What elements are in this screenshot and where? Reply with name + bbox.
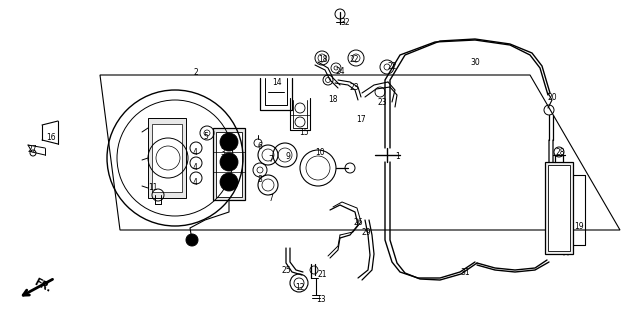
- Text: 28: 28: [555, 148, 565, 157]
- Text: 9: 9: [285, 152, 290, 161]
- Bar: [216, 132, 242, 197]
- Text: 17: 17: [356, 115, 366, 124]
- Text: 1: 1: [395, 152, 400, 161]
- Text: 4: 4: [193, 178, 198, 187]
- Text: 13: 13: [316, 295, 325, 304]
- Text: 23: 23: [349, 83, 359, 92]
- Bar: [148, 118, 186, 198]
- Text: 4: 4: [193, 148, 198, 157]
- Text: 24: 24: [335, 67, 344, 76]
- Text: 19: 19: [574, 222, 584, 231]
- Text: 2: 2: [193, 68, 197, 77]
- Text: 18: 18: [318, 55, 327, 64]
- Text: 8: 8: [258, 175, 263, 184]
- Text: 3: 3: [220, 148, 225, 157]
- Text: 26: 26: [354, 218, 363, 227]
- Text: 21: 21: [317, 270, 327, 279]
- Text: 16: 16: [46, 133, 56, 142]
- Text: 15: 15: [299, 128, 309, 137]
- Bar: [548, 165, 570, 251]
- Text: 10: 10: [315, 148, 325, 157]
- Polygon shape: [100, 75, 620, 230]
- Bar: [152, 124, 182, 192]
- Text: 22: 22: [349, 55, 358, 64]
- Text: 7: 7: [268, 155, 273, 164]
- Text: 27: 27: [27, 145, 37, 154]
- Text: FR.: FR.: [32, 277, 53, 294]
- Text: 22: 22: [387, 62, 396, 71]
- Bar: [213, 128, 245, 200]
- Circle shape: [186, 234, 198, 246]
- Text: 6: 6: [258, 142, 263, 151]
- Text: 29: 29: [362, 228, 372, 237]
- Text: 20: 20: [547, 93, 556, 102]
- Text: 4: 4: [193, 163, 198, 172]
- Text: 12: 12: [295, 283, 304, 292]
- Circle shape: [220, 153, 238, 171]
- Text: 11: 11: [148, 183, 158, 192]
- Text: 32: 32: [340, 18, 349, 27]
- Text: 23: 23: [378, 98, 387, 107]
- Text: 18: 18: [328, 95, 337, 104]
- Bar: [545, 162, 573, 254]
- Text: 25: 25: [282, 266, 292, 275]
- Text: 5: 5: [203, 132, 208, 141]
- Text: 30: 30: [470, 58, 480, 67]
- Text: 14: 14: [272, 78, 282, 87]
- Circle shape: [220, 173, 238, 191]
- Text: 7: 7: [268, 194, 273, 203]
- Text: 31: 31: [460, 268, 470, 277]
- Circle shape: [220, 133, 238, 151]
